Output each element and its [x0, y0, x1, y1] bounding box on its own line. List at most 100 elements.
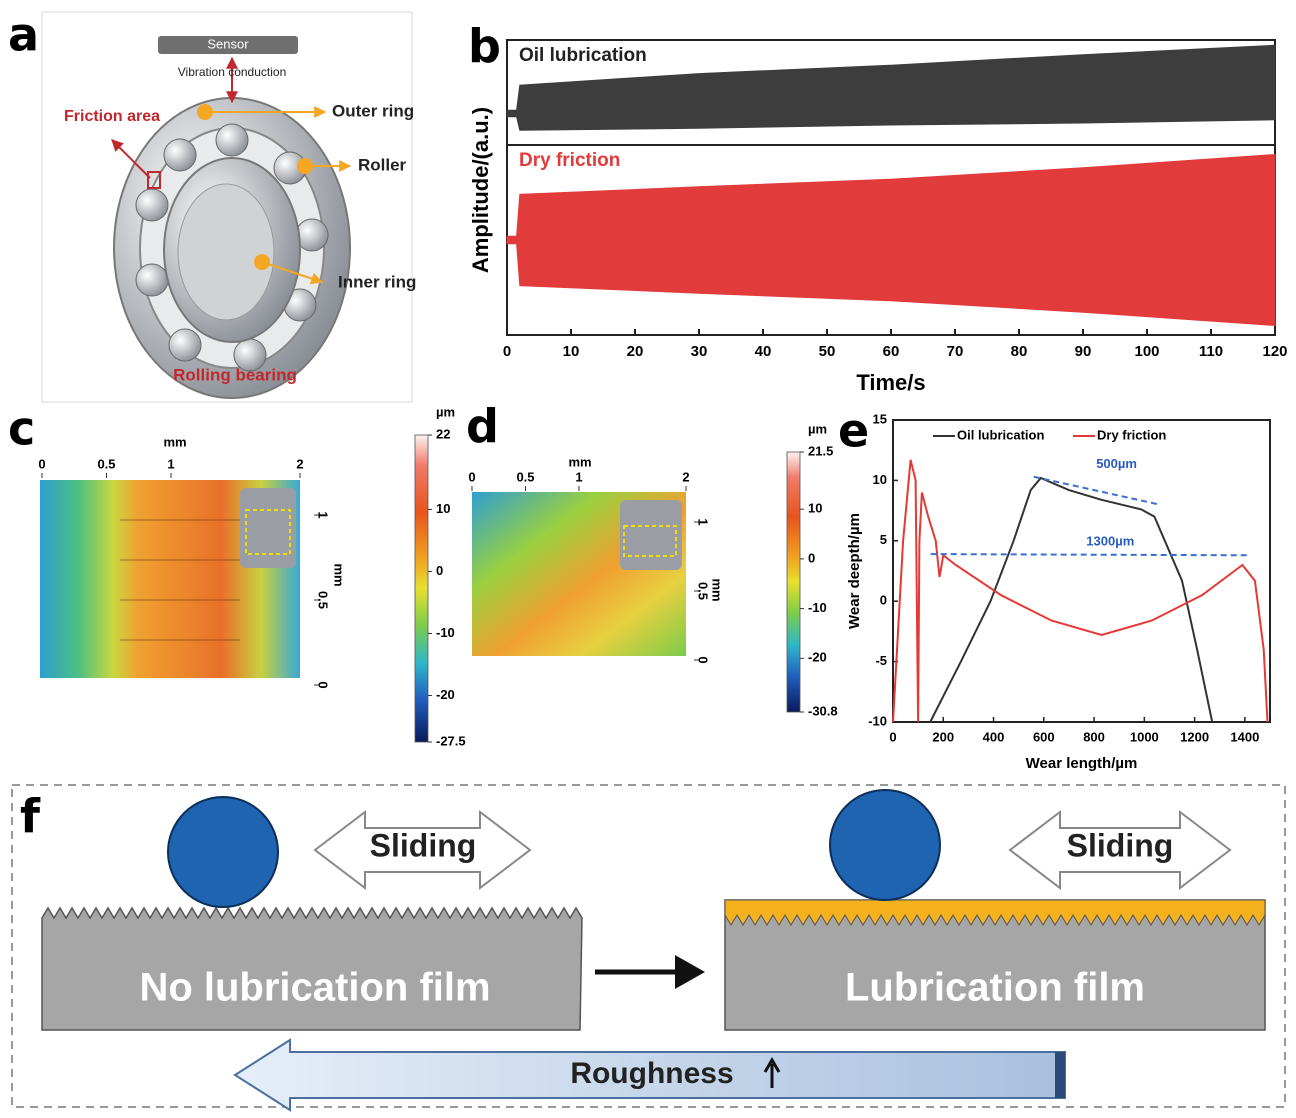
sliding-label: Sliding [1067, 827, 1174, 863]
y-axis-label: Wear deepth/µm [846, 513, 863, 629]
surface-axes: mm 0 0.5 1 2 0 0.5 1 mm µm -27.5 -20 -10 0 10 22 mm 0 0.5 1… [38, 404, 837, 748]
x-tick-label: 1400 [1230, 729, 1259, 744]
bearing-panel: Sensor Vibration conduction Friction are… [41, 11, 416, 403]
inset-box [623, 525, 677, 557]
x-tick-label: 40 [755, 343, 772, 360]
x-tick-label: 70 [947, 343, 964, 360]
bearing-caption: Rolling bearing [173, 365, 297, 384]
surface-c [40, 480, 300, 678]
bore [177, 183, 275, 321]
x-tick-label: 800 [1083, 729, 1105, 744]
colorbar-tick-label: -30.8 [808, 703, 838, 718]
x-tick-label: 600 [1033, 729, 1055, 744]
x-tick-label: 120 [1262, 343, 1287, 360]
outer-ring-label: Outer ring [332, 101, 414, 120]
surface-d [472, 492, 686, 656]
x-tick-label: 2 [296, 456, 303, 471]
colorbar-tick-label: 0 [808, 550, 815, 565]
colorbar-tick-label: -20 [808, 650, 827, 665]
x-tick-label: 50 [819, 343, 836, 360]
y-axis-label: mm [332, 563, 347, 586]
colorbar-tick-label: 10 [808, 501, 822, 516]
x-tick-label: 1200 [1180, 729, 1209, 744]
rough-block [41, 906, 583, 1031]
series-line [929, 476, 1214, 723]
series-label: Dry friction [519, 150, 620, 171]
series-line [892, 459, 1269, 723]
colorbar-tick-label: -27.5 [436, 733, 466, 748]
colorbar-tick-label: 0 [436, 563, 443, 578]
arrow-tail [1055, 1052, 1065, 1098]
y-axis-label: Amplitude/(a.u.) [468, 107, 493, 273]
y-tick-label: 1 [316, 511, 331, 518]
x-tick-label: 400 [983, 729, 1005, 744]
x-axis-label: mm [163, 434, 186, 449]
inset-photo [240, 488, 296, 568]
sliding-label: Sliding [370, 827, 477, 863]
colorbar-tick-label: -10 [808, 600, 827, 615]
sensor [158, 36, 298, 54]
panel-label: d [466, 400, 499, 454]
ball [167, 796, 279, 908]
panel-label: e [838, 404, 869, 458]
x-tick-label: 1000 [1130, 729, 1159, 744]
inner-ring-label: Inner ring [338, 272, 416, 291]
plot-frame [892, 419, 1271, 723]
y-tick-label: 15 [873, 411, 887, 426]
signal-envelope [506, 153, 1276, 327]
colorbar-unit: µm [436, 404, 455, 419]
annotation-line [930, 553, 1250, 557]
panel-label: f [20, 790, 41, 844]
sliding-arrow [1008, 809, 1232, 891]
x-tick-label: 80 [1011, 343, 1028, 360]
colorbar-unit: µm [808, 421, 827, 436]
legend-label: Oil lubrication [957, 427, 1044, 442]
series-label: Oil lubrication [519, 45, 647, 66]
colorbar-tick-label: 10 [436, 501, 450, 516]
colorbar [786, 451, 801, 713]
colorbar-tick-label: 22 [436, 426, 450, 441]
x-tick-label: 200 [932, 729, 954, 744]
y-axis-label: mm [710, 578, 725, 601]
inset-photo [620, 500, 682, 570]
block-label: Lubrication film [845, 966, 1145, 1010]
mechanism-panel: Sliding No lubrication film Sliding Lubr… [11, 784, 1286, 1112]
colorbar [414, 434, 429, 743]
y-tick-label: 0 [696, 656, 711, 663]
x-tick-label: 2 [682, 469, 689, 484]
x-axis-label: Time/s [856, 370, 925, 395]
increase-arrow [763, 1057, 781, 1088]
panel-label: b [468, 20, 501, 74]
y-tick-label: 0.5 [316, 591, 331, 609]
panel-label: a [8, 8, 39, 62]
amplitude-panel: Oil lubrication Amplitude/(a.u.) Dry frict… [468, 39, 1288, 395]
legend-label: Dry friction [1097, 427, 1166, 442]
y-tick-label: 1 [696, 518, 711, 525]
x-axis-label: mm [568, 454, 591, 469]
annotation-line [1033, 475, 1160, 506]
x-tick-label: 0 [503, 343, 511, 360]
x-tick-label: 0 [468, 469, 475, 484]
y-tick-label: 0 [316, 681, 331, 688]
sliding-arrow [313, 809, 532, 891]
friction-box [147, 171, 161, 189]
colorbar-tick-label: -20 [436, 687, 455, 702]
x-tick-label: 110 [1199, 343, 1223, 360]
rollers [135, 123, 329, 372]
roller-label: Roller [358, 155, 407, 174]
inset-box [245, 509, 291, 555]
x-tick-label: 90 [1075, 343, 1092, 360]
pointer [261, 261, 324, 285]
annotation-label: 500µm [1096, 456, 1137, 471]
friction-label: Friction area [64, 108, 160, 125]
y-tick-label: -10 [868, 713, 887, 728]
vibration-label: Vibration conduction [178, 65, 287, 79]
panel-frame [11, 784, 1286, 1108]
friction-arrow [111, 139, 151, 179]
y-tick-label: 10 [873, 472, 887, 487]
x-axis-label: Wear length/µm [1026, 755, 1138, 772]
x-tick-label: 0.5 [516, 469, 534, 484]
x-tick-label: 0 [38, 456, 45, 471]
y-tick-label: 0.5 [696, 582, 711, 600]
